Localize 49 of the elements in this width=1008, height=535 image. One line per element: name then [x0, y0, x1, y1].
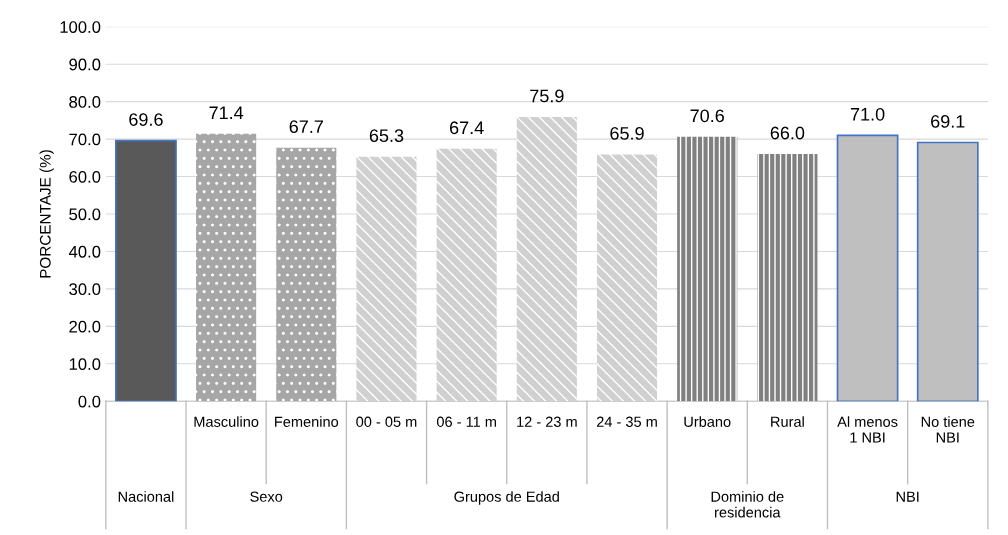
data-label: 71.0	[850, 107, 885, 121]
data-label: 75.9	[530, 89, 564, 103]
bar	[516, 117, 577, 402]
text: Grupos de Edad	[454, 491, 559, 505]
data-label: 67.7	[289, 120, 323, 134]
bar	[916, 141, 979, 402]
y-tick-label: 40.0	[68, 245, 101, 258]
data-label: 71.4	[209, 106, 244, 119]
y-tick-label: 10.0	[69, 358, 101, 370]
bar	[836, 134, 899, 402]
data-label: 67.4	[450, 121, 484, 135]
x-tick-label: Urbano	[684, 416, 731, 427]
x-tick-label: 00 - 05 m	[356, 416, 417, 427]
y-tick-label: 60.0	[69, 170, 101, 183]
bar	[436, 148, 497, 402]
bar	[596, 154, 658, 402]
x-tick-label: Rural	[771, 416, 804, 427]
y-tick-label: 80.0	[69, 96, 101, 108]
bar	[276, 147, 337, 402]
x-tick-label: 24 - 35 m	[596, 416, 657, 427]
y-tick-label: 50.0	[69, 208, 101, 221]
x-tick-label: 12 - 23 m	[517, 416, 577, 427]
y-tick-label: 90.0	[69, 58, 101, 71]
text: Sexo	[250, 491, 283, 502]
bar	[356, 156, 417, 402]
bar	[677, 136, 738, 402]
text: Dominio de residencia	[711, 491, 784, 518]
y-tick-label: 0.0	[78, 395, 101, 408]
x-tick-label: Al menos 1 NBI	[837, 416, 898, 443]
data-label: 69.1	[931, 115, 965, 128]
y-axis-title: PORCENTAJE (%)	[39, 150, 54, 278]
data-label: 65.3	[369, 129, 404, 143]
bar	[196, 133, 257, 402]
y-tick-label: 100.0	[60, 21, 101, 33]
data-label: 70.6	[690, 109, 724, 123]
bar	[115, 139, 177, 402]
x-tick-label: Femenino	[275, 416, 339, 427]
x-tick-label: No tiene NBI	[921, 416, 975, 443]
bar	[757, 154, 818, 402]
text: NBI	[896, 491, 919, 502]
y-tick-label: 70.0	[69, 133, 101, 146]
text: Nacional	[118, 491, 174, 502]
y-tick-label: 30.0	[69, 283, 101, 296]
x-tick-label: Masculino	[194, 416, 259, 427]
data-label: 66.0	[770, 126, 805, 140]
y-tick-label: 20.0	[69, 320, 101, 333]
data-label: 65.9	[610, 126, 644, 140]
data-label: 69.6	[129, 113, 163, 126]
x-tick-label: 06 - 11 m	[436, 416, 496, 427]
